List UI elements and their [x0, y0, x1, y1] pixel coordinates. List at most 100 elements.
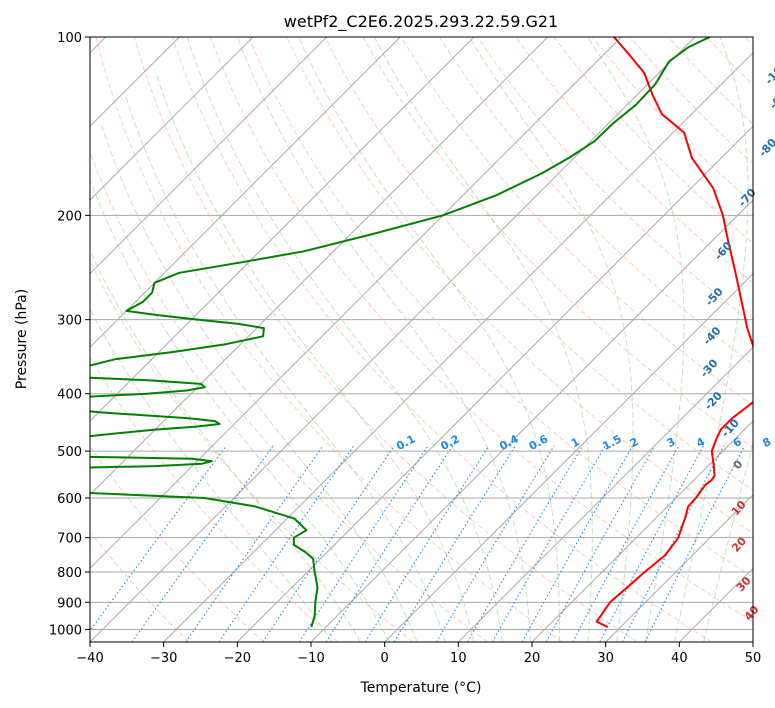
- isotherm-line: [457, 346, 753, 642]
- moist-adiabat-line: [298, 37, 560, 642]
- mixing-ratio-line: [599, 445, 704, 642]
- mixing-ratio-line: [218, 445, 355, 642]
- mixing-ratio-label: 2: [628, 435, 641, 450]
- mixing-ratio-label: 1: [569, 435, 582, 450]
- dry-adiabat-line: [515, 37, 753, 284]
- x-tick-label: 30: [597, 651, 614, 666]
- moist-adiabat-line: [100, 123, 418, 642]
- y-tick-label: 400: [57, 388, 82, 403]
- x-tick-label: −10: [297, 651, 324, 666]
- dry-adiabat-line: [210, 37, 753, 623]
- dry-adiabat-line: [90, 150, 488, 642]
- plot-frame: [89, 36, 754, 643]
- x-tick-label: 10: [450, 651, 467, 666]
- dry-adiabat-label: -90: [767, 88, 775, 112]
- mixing-ratio-label: 0.6: [527, 432, 551, 453]
- mixing-ratio-line: [521, 445, 633, 642]
- mixing-ratio-line: [467, 445, 584, 642]
- dry-adiabat-line: [133, 37, 638, 642]
- mixing-ratio-line: [185, 445, 324, 642]
- dry-adiabat-line: [668, 37, 753, 125]
- mixing-ratio-line: [435, 445, 555, 642]
- mixing-ratio-line: [644, 445, 746, 642]
- dry-adiabat-line: [744, 37, 753, 47]
- mixing-ratio-line: [364, 445, 490, 642]
- isotherm-line: [90, 37, 254, 201]
- y-tick-label: 800: [57, 566, 82, 581]
- y-axis-title: Pressure (hPa): [14, 289, 30, 389]
- dry-adiabat-line: [591, 37, 753, 204]
- axes: −40 −30 −20 −10 0 10 20 30 40 5010020030040050060…: [49, 31, 761, 666]
- moist-adiabat-line: [674, 37, 749, 642]
- isotherm-line: [236, 125, 753, 642]
- moist-adiabat-line: [237, 37, 532, 642]
- isotherm-line: [752, 641, 753, 642]
- isotherm-line: [163, 51, 753, 642]
- x-tick-label: 50: [745, 651, 762, 666]
- mixing-ratio-line: [325, 445, 454, 642]
- isotherm-line: [531, 420, 753, 642]
- x-axis-title: Temperature (°C): [360, 680, 482, 696]
- dry-adiabat-label: -80: [756, 136, 775, 160]
- mixing-ratio-label: 1.5: [601, 432, 624, 453]
- x-tick-label: −30: [150, 651, 177, 666]
- dry-adiabat-line: [95, 37, 563, 642]
- background-lines: [90, 37, 753, 642]
- mixing-ratio-label: 4: [694, 435, 707, 450]
- mixing-ratio-label: 0.1: [394, 432, 417, 453]
- mixing-ratio-line: [545, 445, 656, 642]
- isotherm-line: [90, 37, 622, 570]
- mixing-ratio-line: [262, 445, 395, 642]
- dry-adiabat-label: 30: [734, 574, 754, 594]
- y-tick-label: 700: [57, 532, 82, 547]
- isotherm-line: [605, 493, 753, 642]
- y-tick-label: 1000: [49, 623, 82, 638]
- y-tick-label: 300: [57, 314, 82, 329]
- dry-adiabat-label: -100: [762, 58, 775, 87]
- mixing-ratio-line: [621, 445, 725, 642]
- dry-adiabat-line: [90, 531, 190, 642]
- isotherm-line: [90, 37, 328, 275]
- dry-adiabat-line: [90, 259, 414, 642]
- isotherm-line: [90, 37, 401, 349]
- mixing-ratio-line: [393, 445, 516, 642]
- moist-adiabat-line: [587, 37, 685, 642]
- dry-adiabat-line: [438, 37, 753, 366]
- y-tick-label: 100: [57, 31, 82, 46]
- sounding-profiles: [90, 37, 753, 628]
- moist-adiabat-line: [373, 37, 593, 642]
- moist-adiabat-line: [186, 37, 503, 642]
- dry-adiabat-line: [324, 37, 753, 491]
- dry-adiabat-line: [90, 356, 339, 642]
- dry-adiabat-label: -50: [703, 285, 726, 309]
- y-tick-label: 200: [57, 209, 82, 224]
- moist-adiabat-line: [90, 308, 333, 642]
- isotherm-line: [90, 37, 475, 422]
- isotherm-line: [310, 199, 753, 642]
- x-tick-label: 40: [671, 651, 688, 666]
- dry-adiabat-line: [90, 445, 264, 642]
- dry-adiabat-label: -30: [698, 356, 721, 380]
- dry-adiabat-label: 40: [742, 603, 762, 623]
- dry-adiabat-line: [400, 37, 753, 407]
- moist-adiabat-line: [124, 94, 446, 642]
- mixing-ratio-line: [90, 445, 227, 632]
- y-tick-label: 900: [57, 596, 82, 611]
- chart-title: wetPf2_C2E6.2025.293.22.59.G21: [284, 12, 558, 32]
- mixing-ratio-line: [131, 445, 274, 642]
- y-tick-label: 600: [57, 492, 82, 507]
- x-tick-label: −20: [224, 651, 251, 666]
- dry-adiabat-label: -70: [736, 186, 759, 210]
- dry-adiabat-label: -40: [701, 324, 724, 348]
- line-labels: -100-90-80-70-60-50-40-30-20-10010203040…: [394, 58, 775, 623]
- dry-adiabat-line: [248, 37, 753, 578]
- moist-adiabat-line: [90, 178, 390, 642]
- mixing-ratio-label: 0.2: [438, 432, 461, 453]
- x-tick-label: 0: [381, 651, 389, 666]
- dry-adiabat-line: [171, 37, 712, 642]
- moist-adiabat-line: [90, 249, 361, 642]
- isotherm-line: [384, 272, 753, 642]
- isotherm-line: [90, 37, 696, 642]
- temperature-profile-line: [595, 37, 753, 628]
